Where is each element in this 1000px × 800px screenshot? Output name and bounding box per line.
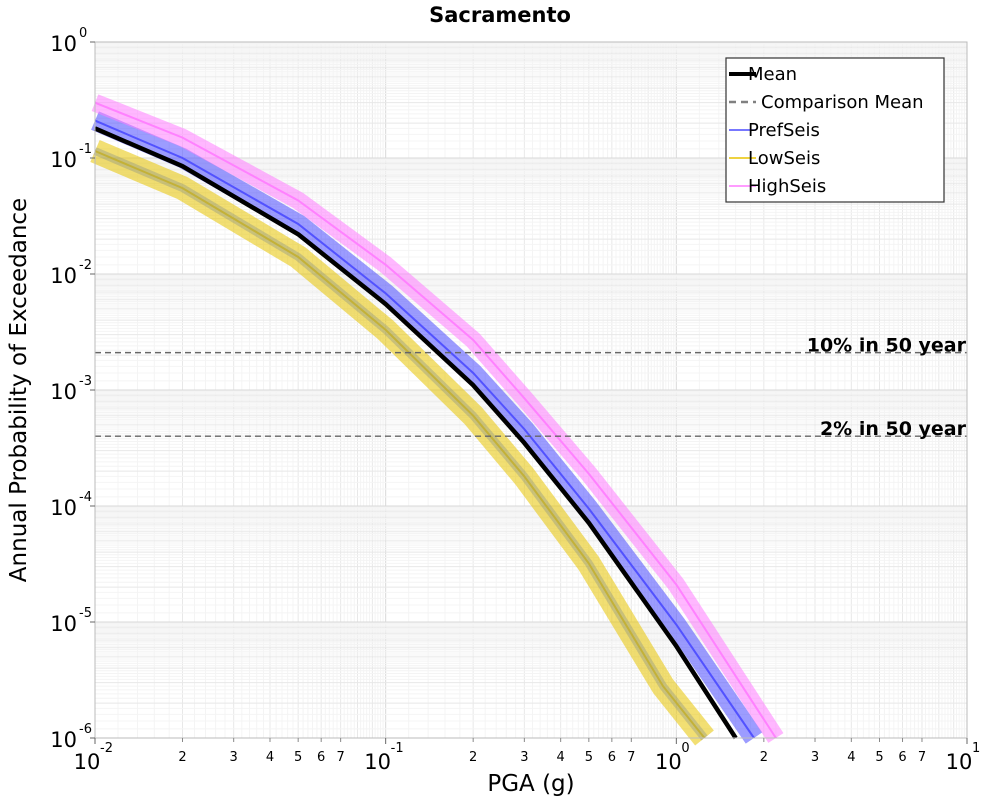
- legend-label: Comparison Mean: [761, 92, 924, 113]
- x-minor-tick-label: 3: [230, 750, 238, 765]
- y-axis-label: Annual Probability of Exceedance: [6, 198, 32, 582]
- reference-lines: 10% in 50 year 2% in 50 year: [95, 335, 967, 440]
- y-tick-label: 10: [50, 32, 77, 56]
- y-tick-exponent: 0: [79, 26, 87, 41]
- x-minor-tick-label: 7: [918, 750, 926, 765]
- x-minor-tick-label: 5: [294, 750, 302, 765]
- y-tick-label: 10: [50, 380, 77, 404]
- x-tick-exponent: 1: [972, 741, 980, 756]
- x-minor-tick-label: 5: [585, 750, 593, 765]
- x-minor-tick-label: 2: [760, 750, 768, 765]
- x-tick-label: 10: [946, 750, 973, 774]
- x-minor-tick-label: 4: [557, 750, 565, 765]
- y-tick-label: 10: [50, 612, 77, 636]
- chart-title: Sacramento: [429, 3, 571, 27]
- series-line-prefseis: [94, 119, 755, 739]
- y-tick-exponent: -1: [79, 142, 92, 157]
- x-minor-tick-label: 5: [875, 750, 883, 765]
- x-tick-exponent: -1: [391, 741, 404, 756]
- x-minor-tick-label: 6: [898, 750, 906, 765]
- legend-label: Mean: [748, 64, 797, 85]
- y-tick-label: 10: [50, 264, 77, 288]
- series-bands: [90, 94, 784, 746]
- reference-line-label: 10% in 50 year: [807, 335, 967, 357]
- y-tick-exponent: -6: [79, 722, 92, 737]
- x-minor-tick-label: 3: [811, 750, 819, 765]
- series-line-mean: [94, 126, 738, 740]
- y-tick-label: 10: [50, 148, 77, 172]
- series-overlap-tint: [93, 147, 708, 741]
- y-tick-exponent: -4: [79, 490, 92, 505]
- x-minor-tick-label: 2: [178, 750, 186, 765]
- y-tick-label: 10: [50, 496, 77, 520]
- y-tick-label: 10: [50, 728, 77, 752]
- series-line-lowseis: [94, 150, 706, 739]
- x-minor-tick-label: 7: [627, 750, 635, 765]
- series-line-highseis: [94, 101, 777, 739]
- legend: Mean Comparison Mean PrefSeis LowSeis HighSe…: [725, 57, 945, 203]
- x-minor-tick-label: 3: [520, 750, 528, 765]
- legend-label: HighSeis: [748, 176, 826, 197]
- legend-label: PrefSeis: [748, 120, 820, 141]
- y-tick-exponent: -3: [79, 374, 92, 389]
- x-minor-tick-label: 4: [266, 750, 274, 765]
- x-tick-exponent: -2: [100, 741, 113, 756]
- legend-label: LowSeis: [748, 148, 820, 169]
- x-tick-label: 10: [655, 750, 682, 774]
- x-minor-tick-label: 2: [469, 750, 477, 765]
- mean-lines: [94, 126, 738, 740]
- x-minor-tick-label: 6: [608, 750, 616, 765]
- x-minor-tick-label: 6: [317, 750, 325, 765]
- reference-line-label: 2% in 50 year: [820, 418, 967, 440]
- x-tick-exponent: 0: [681, 741, 689, 756]
- x-axis-label: PGA (g): [487, 771, 574, 797]
- x-tick-label: 10: [364, 750, 391, 774]
- x-tick-label: 10: [74, 750, 101, 774]
- x-minor-tick-label: 7: [337, 750, 345, 765]
- y-tick-exponent: -2: [79, 258, 92, 273]
- y-tick-exponent: -5: [79, 606, 92, 621]
- x-minor-tick-label: 4: [847, 750, 855, 765]
- legend-box: [725, 57, 945, 203]
